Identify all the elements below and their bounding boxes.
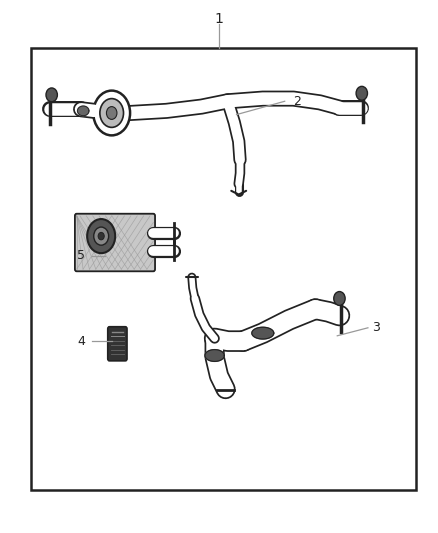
- Text: 3: 3: [372, 321, 380, 334]
- FancyBboxPatch shape: [75, 214, 155, 271]
- Circle shape: [93, 91, 130, 135]
- Text: 1: 1: [215, 12, 223, 26]
- Bar: [31, 48, 416, 490]
- Circle shape: [98, 232, 104, 240]
- Text: 2: 2: [293, 95, 301, 108]
- Circle shape: [356, 86, 367, 100]
- FancyBboxPatch shape: [108, 327, 127, 361]
- Polygon shape: [78, 106, 89, 116]
- Polygon shape: [205, 350, 224, 361]
- Text: 5: 5: [78, 249, 85, 262]
- Text: 4: 4: [78, 335, 85, 348]
- Circle shape: [87, 219, 115, 253]
- Circle shape: [334, 292, 345, 305]
- Circle shape: [46, 88, 57, 102]
- Circle shape: [94, 227, 109, 245]
- Polygon shape: [252, 327, 274, 339]
- Circle shape: [100, 99, 124, 127]
- Circle shape: [106, 107, 117, 119]
